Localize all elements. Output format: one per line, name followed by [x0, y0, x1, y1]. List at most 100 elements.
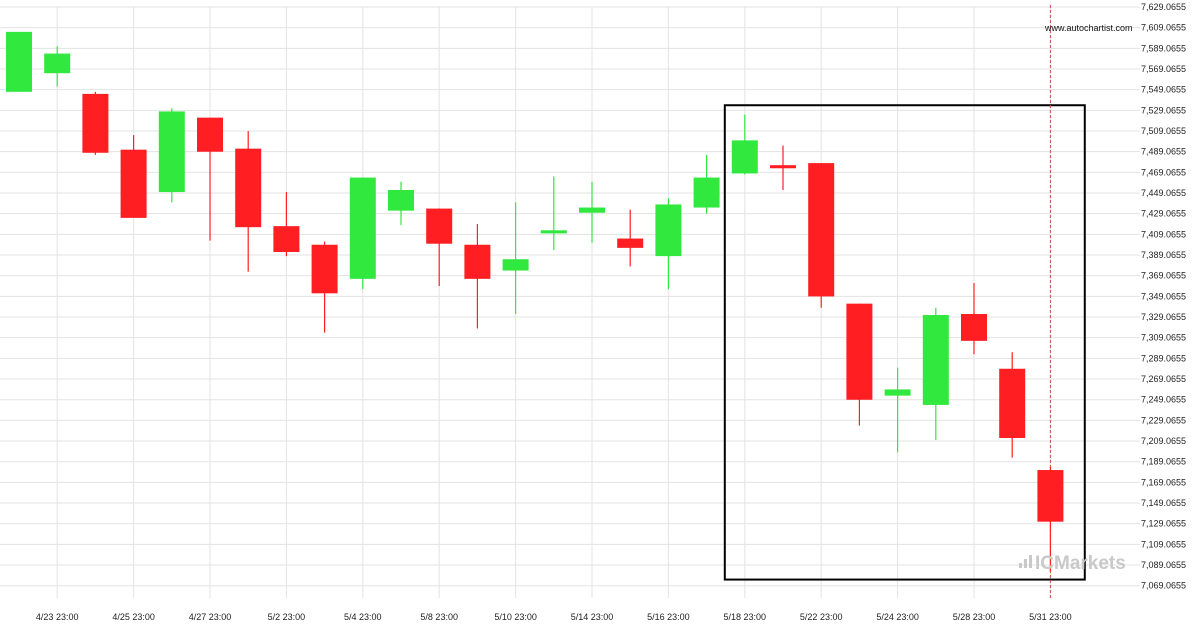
candle-body — [44, 53, 71, 74]
bearish-candle — [770, 145, 796, 190]
candle-body — [655, 204, 682, 257]
y-tick-label: 7,229.0655 — [1141, 415, 1186, 425]
bearish-candle — [846, 303, 873, 426]
bearish-candle — [311, 241, 338, 333]
bullish-candle — [44, 46, 71, 87]
candle-body — [693, 177, 720, 208]
candle-body — [426, 208, 453, 244]
candle-body — [884, 389, 911, 396]
bullish-candle — [655, 198, 682, 290]
candle-body — [311, 244, 338, 294]
bullish-candle — [693, 154, 720, 214]
bearish-candle — [426, 208, 453, 287]
y-tick-label: 7,209.0655 — [1141, 436, 1186, 446]
y-tick-label: 7,549.0655 — [1141, 85, 1186, 95]
brand-logo-icon — [1019, 555, 1032, 568]
bearish-candle — [808, 163, 835, 308]
y-tick-label: 7,409.0655 — [1141, 229, 1186, 239]
candle-body — [731, 140, 758, 174]
x-tick-label: 5/31 23:00 — [1029, 612, 1072, 622]
y-tick-label: 7,149.0655 — [1141, 498, 1186, 508]
candle-body — [273, 226, 300, 252]
y-tick-label: 7,369.0655 — [1141, 271, 1186, 281]
candle-body — [120, 149, 147, 218]
bullish-candle — [502, 202, 529, 314]
candle-body — [617, 238, 644, 248]
candle-body — [388, 189, 414, 211]
candle-body — [158, 111, 185, 193]
bullish-candle — [6, 31, 32, 92]
x-tick-label: 5/16 23:00 — [647, 612, 690, 622]
pattern-box — [723, 104, 1086, 581]
candle-body — [846, 303, 873, 400]
candle-body — [197, 117, 223, 152]
bullish-candle — [731, 114, 758, 175]
x-tick-label: 5/4 23:00 — [344, 612, 382, 622]
x-tick-label: 5/28 23:00 — [953, 612, 996, 622]
x-tick-label: 5/22 23:00 — [800, 612, 843, 622]
y-tick-label: 7,289.0655 — [1141, 353, 1186, 363]
y-tick-label: 7,269.0655 — [1141, 374, 1186, 384]
y-tick-label: 7,189.0655 — [1141, 457, 1186, 467]
x-axis: 4/23 23:00 4/25 23:00 4/27 23:00 5/2 23:00 5… — [36, 612, 1072, 622]
y-tick-label: 7,449.0655 — [1141, 188, 1186, 198]
x-tick-label: 5/18 23:00 — [724, 612, 767, 622]
y-tick-label: 7,249.0655 — [1141, 395, 1186, 405]
y-axis: 7,629.0655 7,609.0655 7,589.0655 7,569.0655… — [1141, 2, 1186, 591]
candle-body — [1037, 470, 1064, 522]
y-tick-label: 7,129.0655 — [1141, 519, 1186, 529]
grid-layer — [0, 6, 1140, 598]
y-tick-label: 7,429.0655 — [1141, 209, 1186, 219]
bullish-candle — [158, 108, 185, 203]
x-tick-label: 5/8 23:00 — [420, 612, 458, 622]
x-tick-label: 5/24 23:00 — [876, 612, 919, 622]
y-tick-label: 7,509.0655 — [1141, 126, 1186, 136]
bullish-candle — [540, 176, 567, 250]
y-tick-label: 7,109.0655 — [1141, 539, 1186, 549]
x-tick-label: 5/14 23:00 — [571, 612, 614, 622]
bullish-candle — [388, 181, 414, 226]
candle-layer — [6, 31, 1064, 572]
y-tick-label: 7,489.0655 — [1141, 147, 1186, 157]
bearish-candle — [273, 192, 300, 257]
brand-layer: ICMarkets — [1019, 553, 1126, 574]
bearish-candle — [999, 352, 1026, 458]
candle-body — [808, 163, 835, 297]
bullish-candle — [884, 367, 911, 453]
y-tick-label: 7,069.0655 — [1141, 581, 1186, 591]
x-tick-label: 5/10 23:00 — [494, 612, 537, 622]
bearish-candle — [464, 224, 491, 329]
bearish-candle — [617, 209, 644, 267]
y-tick-label: 7,169.0655 — [1141, 477, 1186, 487]
bearish-candle — [197, 117, 223, 241]
bullish-candle — [349, 177, 376, 290]
y-tick-label: 7,389.0655 — [1141, 250, 1186, 260]
y-tick-label: 7,609.0655 — [1141, 23, 1186, 33]
y-tick-label: 7,629.0655 — [1141, 2, 1186, 12]
bearish-candle — [235, 131, 262, 272]
candle-body — [502, 259, 529, 271]
x-tick-label: 5/2 23:00 — [268, 612, 306, 622]
candle-body — [82, 93, 109, 153]
y-tick-label: 7,329.0655 — [1141, 312, 1186, 322]
y-tick-label: 7,089.0655 — [1141, 560, 1186, 570]
candle-body — [922, 315, 949, 405]
candle-body — [540, 230, 567, 234]
y-tick-label: 7,349.0655 — [1141, 291, 1186, 301]
candle-body — [235, 148, 262, 228]
candle-body — [349, 177, 376, 279]
candle-body — [770, 165, 796, 169]
y-tick-label: 7,309.0655 — [1141, 333, 1186, 343]
candle-body — [999, 368, 1026, 438]
bearish-candle — [1037, 466, 1064, 572]
candle-body — [961, 313, 987, 341]
y-tick-label: 7,589.0655 — [1141, 43, 1186, 53]
candle-body — [6, 31, 32, 92]
candle-body — [579, 207, 605, 213]
y-tick-label: 7,529.0655 — [1141, 105, 1186, 115]
site-credit: www.autochartist.com — [1044, 23, 1133, 33]
bullish-candle — [922, 307, 949, 441]
x-tick-label: 4/23 23:00 — [36, 612, 79, 622]
brand-logo-text: ICMarkets — [1035, 553, 1126, 574]
